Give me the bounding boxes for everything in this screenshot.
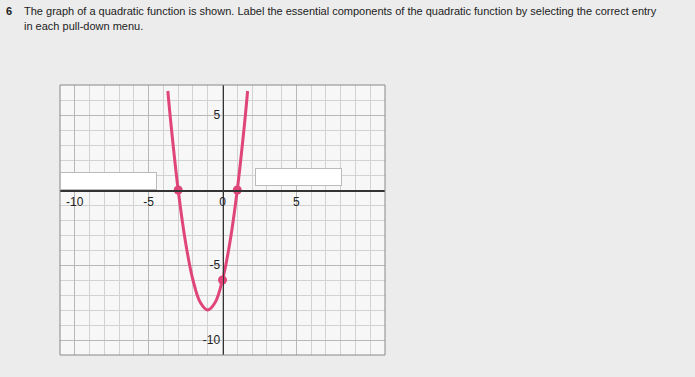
svg-text:-5: -5 [209,258,220,272]
svg-text:-5: -5 [143,195,154,209]
html-text:The graph of a quadratic funct: The graph of a quadratic function is sho… [24,5,657,32]
svg-text:5: 5 [213,108,220,122]
svg-text:5: 5 [293,195,300,209]
html-text:6: 6 [6,5,13,17]
svg-text:-10: -10 [203,333,221,347]
svg-text:-10: -10 [66,195,84,209]
svg-text:0: 0 [219,195,226,209]
